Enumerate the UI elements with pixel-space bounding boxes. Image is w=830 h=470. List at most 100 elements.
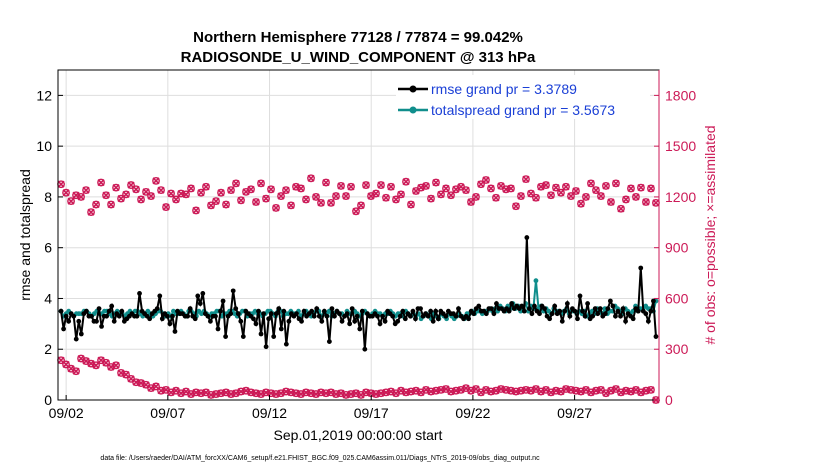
obs-assimilated-point <box>542 181 550 189</box>
rmse-point <box>215 326 221 332</box>
rmse-point <box>397 313 403 319</box>
rmse-point <box>590 313 596 319</box>
obs-assimilated-point <box>232 179 240 187</box>
obs-assimilated-point <box>447 191 455 199</box>
rmse-point <box>134 313 140 319</box>
obs-possible-point <box>117 194 125 203</box>
rmse-point <box>230 288 236 294</box>
rmse-point <box>258 331 264 337</box>
rmse-point <box>332 313 337 319</box>
rmse-point <box>390 313 396 319</box>
rmse-point <box>319 318 325 324</box>
y-right-tick-label: 600 <box>665 290 689 306</box>
obs-possible-point <box>437 190 445 199</box>
rmse-point <box>491 311 497 317</box>
y-axis-right-label: # of obs: o=possible; ×=assimilated <box>702 125 718 344</box>
rmse-point <box>635 308 641 314</box>
obs-possible-point <box>647 385 655 394</box>
obs-possible-point <box>507 184 515 193</box>
obs-possible-point <box>182 190 190 199</box>
obs-possible-point <box>262 194 270 203</box>
obs-assimilated-point <box>287 201 295 209</box>
obs-assimilated-point <box>262 195 270 203</box>
rmse-point <box>410 308 416 314</box>
obs-possible-point <box>472 193 480 201</box>
rmse-point <box>71 313 77 319</box>
rmse-point <box>582 313 588 319</box>
rmse-point <box>610 303 616 309</box>
y-right-tick-label: 1200 <box>665 189 696 205</box>
obs-assimilated-point <box>147 192 155 200</box>
obs-assimilated-point <box>247 185 255 193</box>
obs-assimilated-point <box>612 179 620 187</box>
obs-assimilated-point <box>267 185 275 193</box>
obs-assimilated-point <box>557 189 565 197</box>
rmse-point <box>73 336 79 342</box>
obs-possible-point <box>332 192 340 200</box>
obs-possible-point <box>192 206 200 215</box>
rmse-point <box>321 308 327 314</box>
obs-assimilated-point <box>322 178 330 187</box>
rmse-point <box>256 308 261 314</box>
rmse-point <box>643 311 649 317</box>
obs-possible-point <box>587 179 595 188</box>
rmse-point <box>638 265 644 271</box>
obs-possible-point <box>482 176 490 184</box>
rmse-point <box>433 308 439 314</box>
rmse-point <box>607 298 613 304</box>
obs-possible-point <box>252 198 260 206</box>
obs-possible-point <box>387 182 395 191</box>
obs-assimilated-point <box>352 207 360 215</box>
obs-assimilated-point <box>197 189 205 197</box>
x-tick-label: 09/17 <box>354 405 389 421</box>
obs-possible-point <box>442 184 450 193</box>
obs-assimilated-point <box>547 191 555 199</box>
grid <box>58 70 659 401</box>
y-tick-label: 12 <box>36 87 52 103</box>
obs-possible-point <box>67 197 75 206</box>
obs-possible-point <box>197 188 205 197</box>
obs-assimilated-point <box>507 184 515 193</box>
obs-possible-point <box>337 182 345 190</box>
obs-assimilated-point <box>572 187 580 195</box>
obs-assimilated-point <box>277 192 285 200</box>
obs-possible-point <box>72 367 80 376</box>
obs-assimilated-point <box>272 204 280 212</box>
obs-possible-point <box>187 184 195 193</box>
obs-possible-point <box>157 186 165 195</box>
y-axis-label: rmse and totalspread <box>17 169 33 301</box>
obs-assimilated-point <box>327 199 335 207</box>
rmse-point <box>159 316 165 322</box>
rmse-point <box>557 308 563 314</box>
obs-possible-point <box>62 360 70 369</box>
obs-possible-point <box>352 207 360 216</box>
rmse-point <box>362 346 368 352</box>
rmse-point <box>200 290 206 296</box>
obs-possible-point <box>307 174 315 183</box>
rmse-point <box>653 334 659 339</box>
obs-assimilated-point <box>617 205 625 213</box>
obs-possible-point <box>142 187 150 196</box>
x-axis-label: Sep.01,2019 00:00:00 start <box>274 427 443 443</box>
obs-assimilated-point <box>532 194 540 202</box>
rmse-point <box>218 308 223 314</box>
obs-assimilated-point <box>112 361 120 369</box>
obs-possible-point <box>282 186 290 195</box>
rmse-point <box>428 308 434 314</box>
rmse-point <box>456 306 461 312</box>
obs-possible-point <box>127 181 135 189</box>
obs-assimilated-point <box>427 195 435 203</box>
rmse-point <box>104 313 110 319</box>
obs-assimilated-point <box>607 198 615 206</box>
obs-possible-point <box>602 182 610 190</box>
obs-possible-point <box>597 192 605 200</box>
obs-assimilated-point <box>472 193 480 201</box>
obs-possible-point <box>547 191 555 200</box>
obs-assimilated-point <box>212 197 220 205</box>
obs-possible-point <box>522 175 530 184</box>
rmse-point <box>430 318 436 324</box>
rmse-point <box>489 306 494 312</box>
rmse-point <box>595 311 601 317</box>
rmse-point <box>195 293 201 299</box>
rmse-series <box>58 235 659 352</box>
